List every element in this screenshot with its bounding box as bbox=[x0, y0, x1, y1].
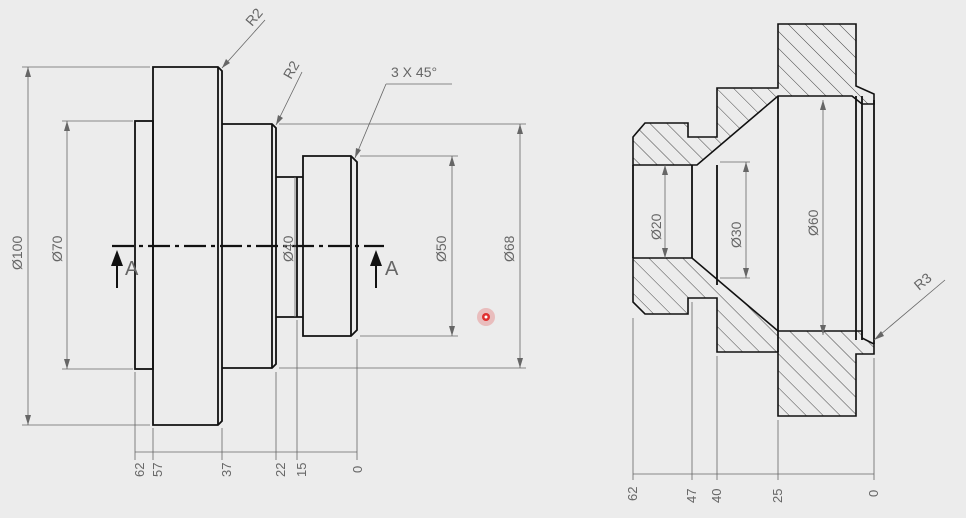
section-arrow-right: A bbox=[370, 250, 399, 288]
dim-d60-label: Ø60 bbox=[805, 209, 821, 236]
chamfer-note: 3 X 45° bbox=[354, 64, 452, 159]
section-baseline-label-5: 0 bbox=[866, 490, 881, 497]
radius-note-1: R2 bbox=[221, 5, 266, 69]
dim-d50-label: Ø50 bbox=[433, 235, 449, 262]
dim-d70: Ø70 bbox=[49, 120, 133, 370]
section-arrow-left: A bbox=[111, 250, 139, 288]
section-baseline-dims: 62 47 40 25 0 bbox=[625, 302, 881, 503]
front-baseline-label-6: 0 bbox=[350, 466, 365, 473]
radius-note-2: R2 bbox=[275, 58, 303, 126]
radius-note-2-label: R2 bbox=[280, 58, 303, 82]
section-letter-left: A bbox=[125, 258, 139, 280]
front-baseline-label-2: 57 bbox=[150, 463, 165, 477]
groove-d40 bbox=[276, 176, 303, 318]
dim-d30-label: Ø30 bbox=[728, 221, 744, 248]
section-view: Ø20 Ø30 Ø60 R3 bbox=[625, 23, 946, 503]
dim-d68-label: Ø68 bbox=[501, 235, 517, 262]
section-baseline-label-1: 62 bbox=[625, 487, 640, 501]
dim-d70-label: Ø70 bbox=[49, 235, 65, 262]
section-baseline-label-4: 25 bbox=[770, 489, 785, 503]
section-letter-right: A bbox=[385, 258, 399, 280]
front-baseline-label-5: 15 bbox=[294, 463, 309, 477]
dim-d60: Ø60 bbox=[805, 100, 826, 335]
dim-d100: Ø100 bbox=[9, 66, 150, 426]
cursor-marker bbox=[477, 308, 495, 326]
front-view: A A Ø100 Ø70 Ø40 bbox=[9, 5, 526, 477]
front-baseline-dims: 62 57 37 22 15 0 bbox=[132, 320, 365, 477]
dim-d20: Ø20 bbox=[648, 165, 668, 258]
dim-d40: Ø40 bbox=[280, 177, 296, 317]
radius-note-r3: R3 bbox=[873, 269, 946, 341]
front-baseline-label-1: 62 bbox=[132, 463, 147, 477]
section-baseline-label-2: 47 bbox=[684, 489, 699, 503]
dim-d30: Ø30 bbox=[720, 161, 750, 279]
section-upper-half bbox=[632, 23, 875, 166]
section-lower-half bbox=[632, 257, 875, 417]
chamfer-note-label: 3 X 45° bbox=[391, 64, 437, 80]
section-baseline-label-3: 40 bbox=[709, 489, 724, 503]
dim-d68: Ø68 bbox=[279, 123, 526, 369]
dim-d100-label: Ø100 bbox=[9, 236, 25, 270]
radius-note-r3-label: R3 bbox=[911, 269, 935, 293]
dim-d50: Ø50 bbox=[360, 155, 458, 337]
radius-note-1-label: R2 bbox=[242, 5, 266, 29]
front-baseline-label-3: 37 bbox=[219, 463, 234, 477]
dim-d40-label: Ø40 bbox=[280, 235, 296, 262]
front-baseline-label-4: 22 bbox=[273, 463, 288, 477]
dim-d20-label: Ø20 bbox=[648, 213, 664, 240]
